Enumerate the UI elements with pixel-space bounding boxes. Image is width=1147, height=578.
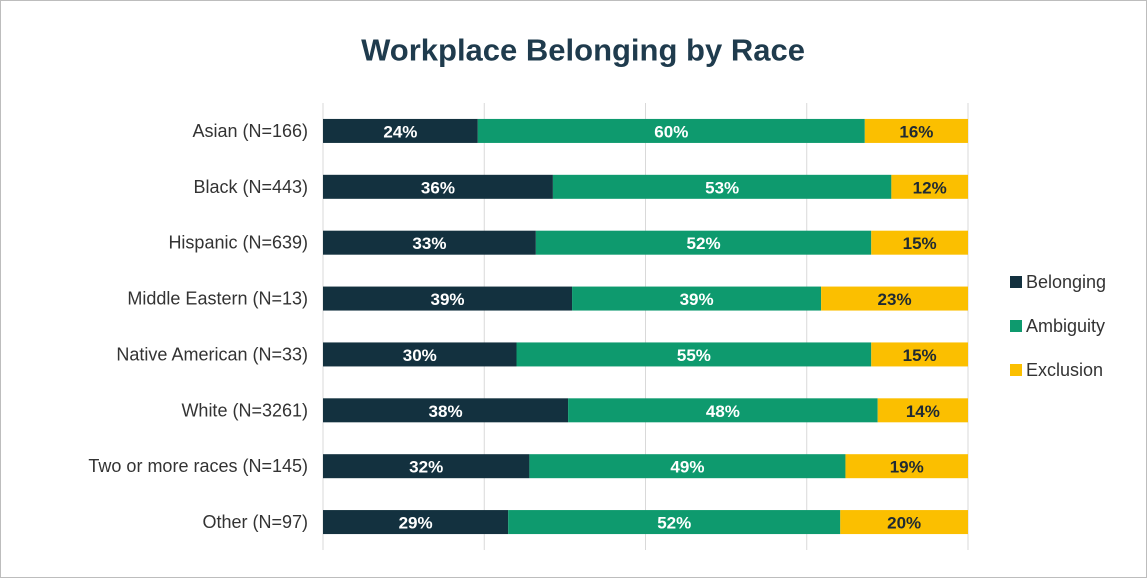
bar-segment [323,510,509,535]
bar-segment [840,510,968,535]
bar-segment [529,454,846,479]
bar-segment [323,230,536,255]
bar-segment [477,118,865,143]
data-label: 53% [705,178,739,197]
chart-title: Workplace Belonging by Race [361,33,805,68]
data-label: 49% [670,458,704,477]
data-label: 48% [706,402,740,421]
legend-label: Ambiguity [1026,316,1105,336]
bar-segment [323,174,553,199]
y-tick-label: Other (N=97) [202,512,308,532]
data-label: 15% [903,346,937,365]
data-label: 52% [687,234,721,253]
data-label: 30% [403,346,437,365]
bar-segment [552,174,892,199]
data-label: 39% [680,290,714,309]
bar-segment [323,454,530,479]
data-label: 55% [677,346,711,365]
data-label: 39% [431,290,465,309]
bar-segment [516,342,872,367]
bar-segment [323,398,569,423]
data-label: 23% [878,290,912,309]
bar-segment [323,118,478,143]
bar-segment [508,510,841,535]
data-label: 16% [899,122,933,141]
data-label: 36% [421,178,455,197]
data-label: 38% [429,402,463,421]
bar-segment [891,174,968,199]
data-label: 60% [654,122,688,141]
legend-swatch [1010,320,1022,332]
data-label: 24% [383,122,417,141]
data-label: 33% [412,234,446,253]
y-tick-label: Black (N=443) [193,177,308,197]
bar-segment [821,286,968,311]
y-tick-label: Native American (N=33) [116,344,308,364]
legend-label: Exclusion [1026,360,1103,380]
y-tick-label: Hispanic (N=639) [168,233,308,253]
legend-label: Belonging [1026,272,1106,292]
bar-segment [864,118,968,143]
legend-swatch [1010,364,1022,376]
data-label: 19% [890,458,924,477]
bar-segment [568,398,878,423]
bar-segment [871,230,968,255]
data-label: 20% [887,514,921,533]
data-label: 15% [903,234,937,253]
bar-segment [323,286,573,311]
bar-segment [535,230,872,255]
y-tick-label: Middle Eastern (N=13) [127,289,308,309]
data-label: 12% [913,178,947,197]
bar-segment [572,286,822,311]
data-label: 14% [906,402,940,421]
y-tick-label: Asian (N=166) [192,121,308,141]
y-tick-label: White (N=3261) [181,400,308,420]
bar-segment [871,342,968,367]
data-label: 29% [399,514,433,533]
bar-segment [323,342,517,367]
data-label: 32% [409,458,443,477]
bar-segment [845,454,968,479]
legend-swatch [1010,276,1022,288]
y-tick-label: Two or more races (N=145) [88,456,308,476]
bar-segment [877,398,968,423]
data-label: 52% [657,514,691,533]
